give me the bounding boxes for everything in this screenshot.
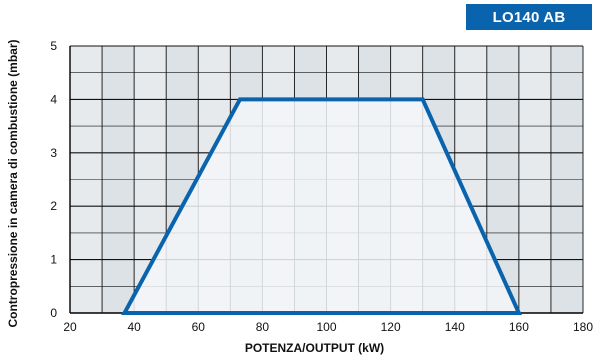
working-range-outline: [121, 97, 522, 315]
x-tick-label: 40: [127, 320, 141, 334]
x-tick-labels: 20 40 60 80 100 120 140 160 180: [63, 320, 593, 334]
y-tick-label: 0: [50, 306, 57, 320]
x-axis-title: POTENZA/OUTPUT (kW): [245, 341, 384, 355]
x-tick-label: 140: [445, 320, 465, 334]
x-tick-label: 160: [509, 320, 529, 334]
y-tick-labels: 0 1 2 3 4 5: [50, 39, 57, 320]
x-tick-label: 80: [256, 320, 270, 334]
y-axis-title: Contropressione in camera di combustione…: [6, 39, 20, 327]
x-tick-label: 100: [316, 320, 336, 334]
y-tick-label: 1: [50, 253, 57, 267]
x-tick-label: 20: [63, 320, 77, 334]
x-tick-label: 120: [381, 320, 401, 334]
y-tick-label: 4: [50, 92, 57, 106]
x-tick-label: 180: [573, 320, 593, 334]
y-tick-label: 3: [50, 146, 57, 160]
x-tick-label: 60: [192, 320, 206, 334]
chart-title-badge: LO140 AB: [466, 4, 592, 30]
y-tick-label: 2: [50, 199, 57, 213]
y-tick-label: 5: [50, 39, 57, 53]
working-range-area: [124, 99, 519, 314]
